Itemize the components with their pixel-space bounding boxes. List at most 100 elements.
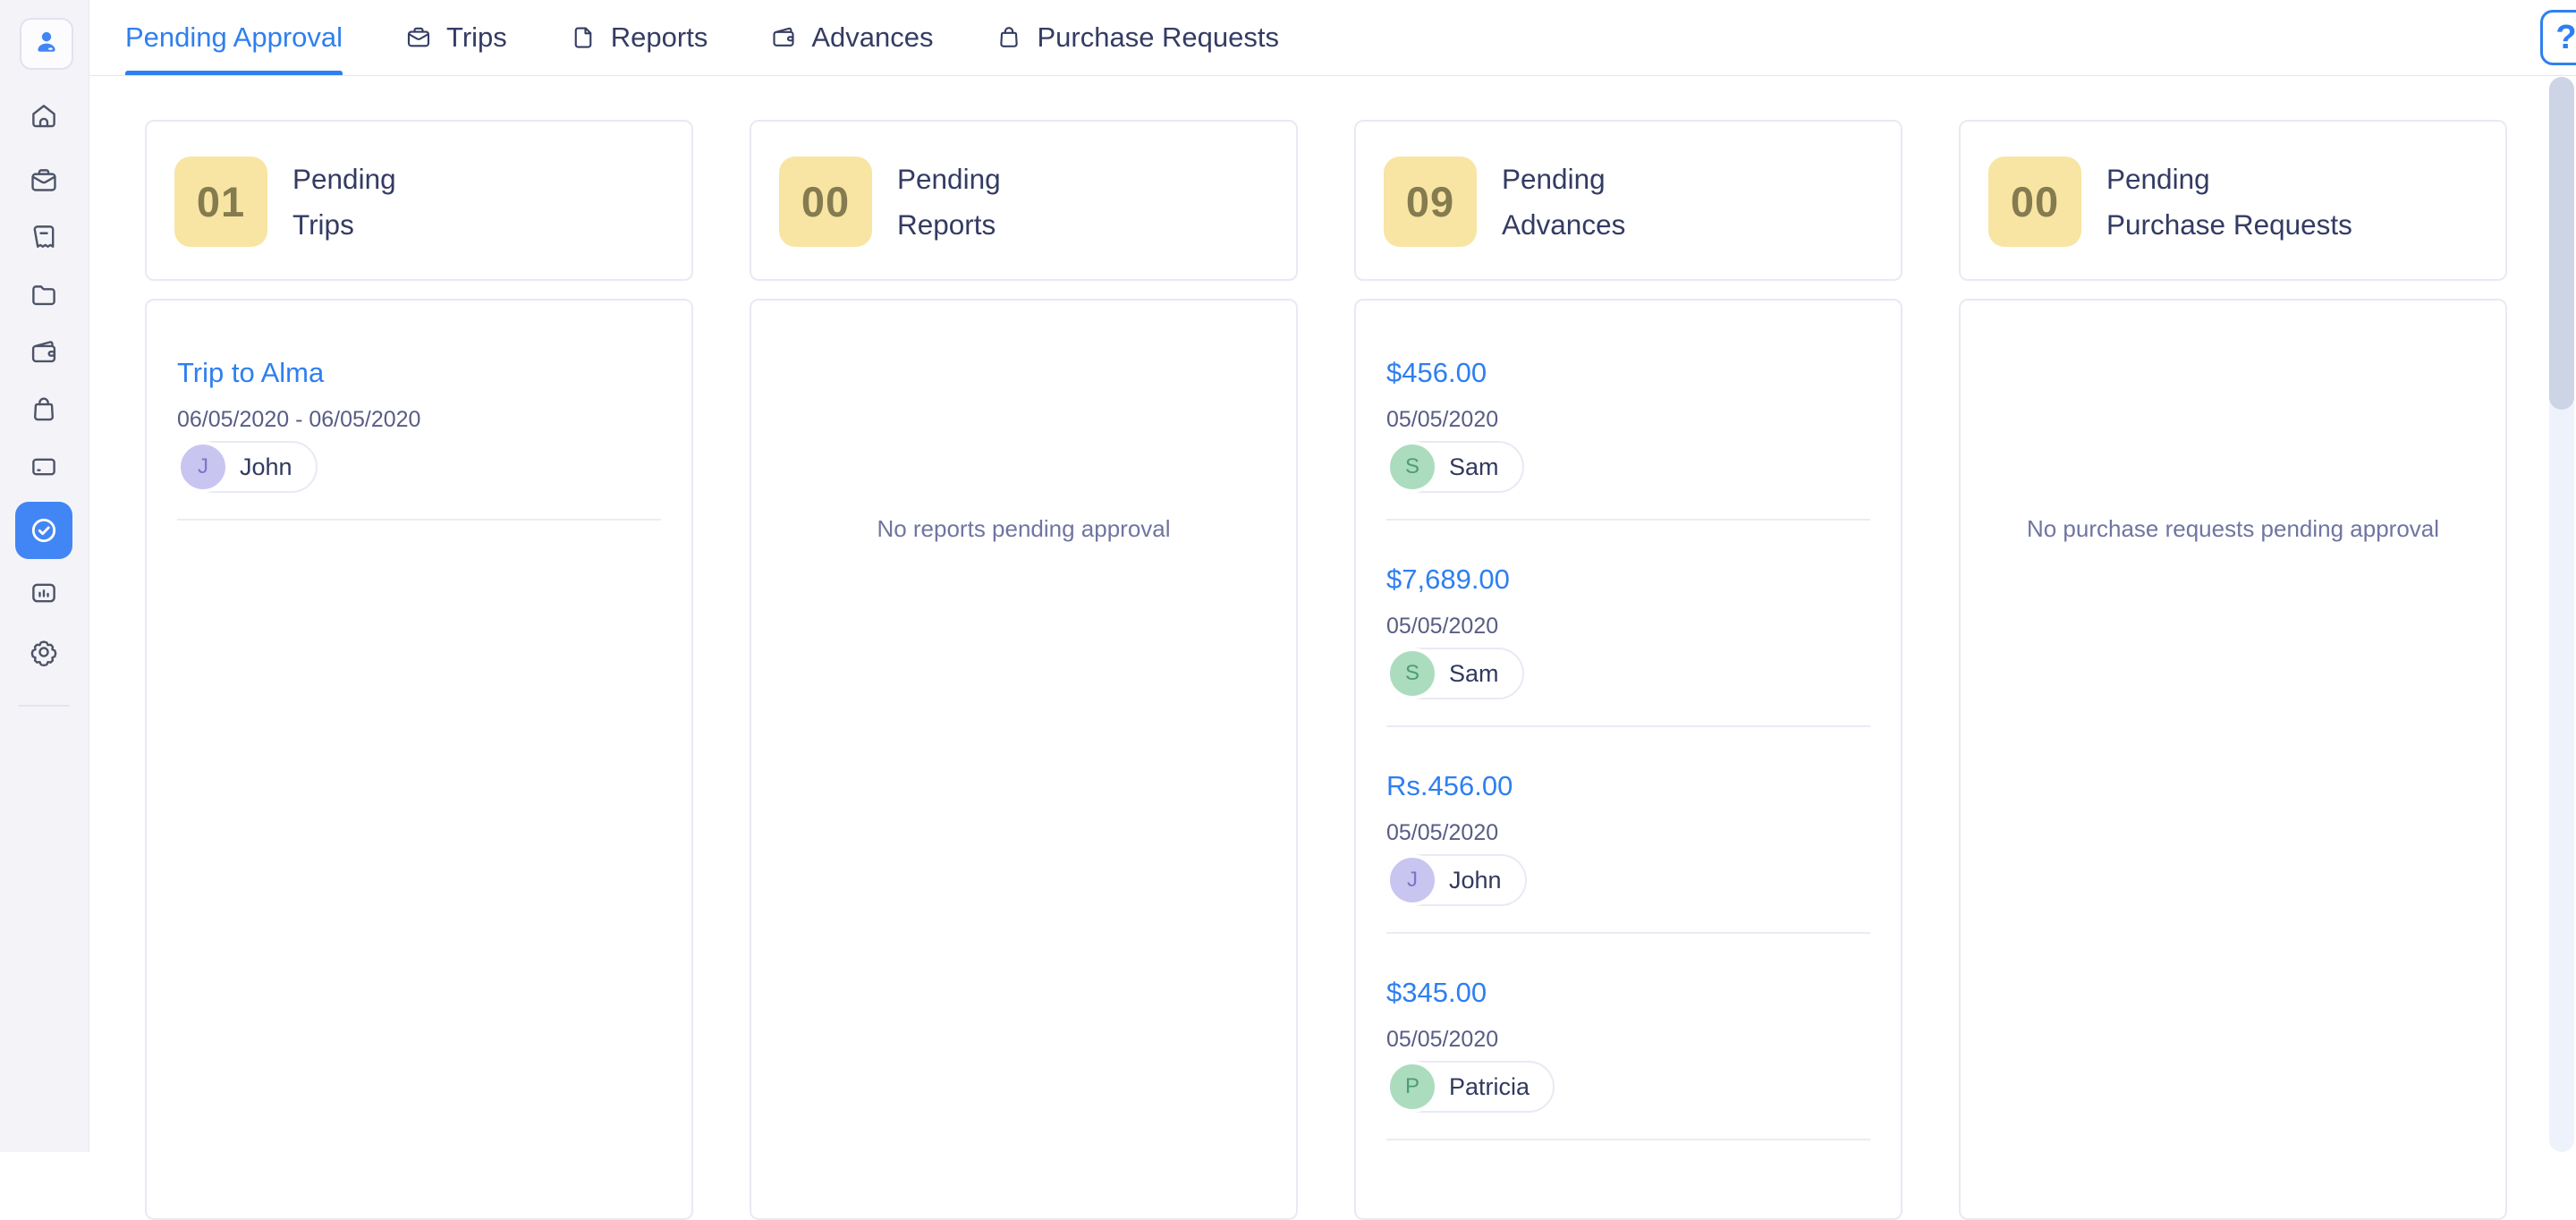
summary-card-advances[interactable]: 09 Pending Advances (1354, 120, 1902, 281)
summary-label-line1: Pending (2106, 163, 2210, 195)
summary-label-line2: Reports (897, 208, 996, 241)
help-button[interactable]: ? (2540, 10, 2576, 65)
help-label: ? (2555, 18, 2576, 56)
sidebar-item-analytics[interactable] (26, 575, 62, 611)
summary-label-line2: Trips (292, 208, 354, 241)
user-pill: S Sam (1386, 441, 1524, 493)
sidebar-item-home[interactable] (26, 98, 62, 134)
avatar: S (1386, 648, 1438, 699)
item-title-link[interactable]: Trip to Alma (177, 357, 325, 388)
approvals-board: 01 Pending Trips Trip to Alma 06/05/2020 - 0… (89, 77, 2576, 1220)
sidebar (0, 0, 89, 1152)
sidebar-item-settings[interactable] (26, 634, 62, 670)
summary-label: Pending Purchase Requests (2106, 157, 2352, 248)
vertical-scrollbar-track (2549, 77, 2574, 1152)
item-title-link[interactable]: $456.00 (1386, 357, 1487, 388)
list-card-advances: $456.00 05/05/2020 S Sam $7,689.00 05/05/2020… (1354, 299, 1902, 1220)
sidebar-divider (18, 705, 70, 707)
user-pill: J John (177, 441, 318, 493)
approval-item: Rs.456.00 05/05/2020 J John (1386, 727, 1870, 934)
sidebar-item-reports[interactable] (26, 277, 62, 313)
vertical-scrollbar-thumb[interactable] (2549, 77, 2574, 410)
user-pill: S Sam (1386, 648, 1524, 699)
list-card-reports: No reports pending approval (750, 299, 1298, 1220)
column-pending-purchase-requests: 00 Pending Purchase Requests No purchase re… (1959, 120, 2507, 1220)
item-title-link[interactable]: $7,689.00 (1386, 563, 1510, 595)
empty-state-text: No reports pending approval (877, 515, 1171, 542)
advances-icon (29, 337, 59, 368)
item-date: 05/05/2020 (1386, 1027, 1499, 1052)
tab-label: Purchase Requests (1037, 21, 1280, 53)
approval-item: Trip to Alma 06/05/2020 - 06/05/2020 J John (177, 314, 661, 521)
summary-label: Pending Trips (292, 157, 396, 248)
avatar: J (177, 441, 229, 493)
item-date: 06/05/2020 - 06/05/2020 (177, 407, 421, 432)
avatar: J (1386, 854, 1438, 906)
item-date: 05/05/2020 (1386, 820, 1499, 845)
summary-label: Pending Advances (1502, 157, 1625, 248)
tab-pending-approval[interactable]: Pending Approval (125, 0, 343, 75)
count-badge: 00 (1988, 157, 2081, 247)
summary-card-purchase-requests[interactable]: 00 Pending Purchase Requests (1959, 120, 2507, 281)
summary-label-line1: Pending (1502, 163, 1606, 195)
approval-item: $7,689.00 05/05/2020 S Sam (1386, 521, 1870, 727)
user-pill: J John (1386, 854, 1527, 906)
sidebar-item-expenses[interactable] (26, 219, 62, 255)
purchase-requests-icon (29, 394, 59, 425)
list-card-trips: Trip to Alma 06/05/2020 - 06/05/2020 J John (145, 299, 693, 1220)
avatar: S (1386, 441, 1438, 493)
tab-label: Pending Approval (125, 21, 343, 53)
home-icon (29, 101, 59, 131)
column-pending-advances: 09 Pending Advances $456.00 05/05/2020 S Sam $7… (1354, 120, 1902, 1220)
item-title-link[interactable]: $345.00 (1386, 977, 1487, 1008)
item-date: 05/05/2020 (1386, 614, 1499, 639)
purchase-requests-icon (996, 24, 1022, 51)
tab-purchase-requests[interactable]: Purchase Requests (996, 0, 1279, 75)
cards-icon (29, 452, 59, 482)
approval-item: $456.00 05/05/2020 S Sam (1386, 314, 1870, 521)
user-pill: P Patricia (1386, 1061, 1555, 1113)
expenses-icon (29, 222, 59, 252)
summary-label-line1: Pending (292, 163, 396, 195)
summary-label-line2: Purchase Requests (2106, 208, 2352, 241)
tab-label: Trips (446, 21, 507, 53)
tab-trips[interactable]: Trips (405, 0, 507, 75)
summary-card-reports[interactable]: 00 Pending Reports (750, 120, 1298, 281)
sidebar-item-purchase-requests[interactable] (26, 392, 62, 428)
tab-advances[interactable]: Advances (770, 0, 933, 75)
sidebar-item-trips[interactable] (26, 163, 62, 199)
user-name: Patricia (1449, 1072, 1530, 1100)
user-name: Sam (1449, 453, 1499, 480)
count-badge: 09 (1384, 157, 1477, 247)
user-name: John (240, 453, 292, 480)
tab-label: Advances (811, 21, 934, 53)
tab-bar: Pending Approval Trips Reports Advances Purc… (89, 0, 2576, 76)
summary-label-line1: Pending (897, 163, 1001, 195)
reports-icon (29, 280, 59, 310)
column-pending-trips: 01 Pending Trips Trip to Alma 06/05/2020 - 0… (145, 120, 693, 1220)
sidebar-item-advances[interactable] (26, 335, 62, 370)
empty-state-text: No purchase requests pending approval (2026, 515, 2440, 542)
item-date: 05/05/2020 (1386, 407, 1499, 432)
summary-card-trips[interactable]: 01 Pending Trips (145, 120, 693, 281)
advances-icon (770, 24, 797, 51)
approval-item: $345.00 05/05/2020 P Patricia (1386, 934, 1870, 1140)
analytics-icon (29, 578, 59, 608)
settings-icon (29, 637, 59, 667)
approvals-icon (28, 514, 60, 546)
avatar: P (1386, 1061, 1438, 1113)
active-tab-underline (125, 71, 343, 75)
sidebar-item-approvals[interactable] (15, 502, 72, 559)
summary-label-line2: Advances (1502, 208, 1626, 241)
tab-label: Reports (610, 21, 708, 53)
trips-icon (29, 165, 59, 196)
tab-reports[interactable]: Reports (570, 0, 708, 75)
column-pending-reports: 00 Pending Reports No reports pending appro… (750, 120, 1298, 1220)
sidebar-item-cards[interactable] (26, 449, 62, 485)
count-badge: 01 (174, 157, 267, 247)
user-name: Sam (1449, 659, 1499, 687)
list-card-purchase-requests: No purchase requests pending approval (1959, 299, 2507, 1220)
profile-button[interactable] (20, 18, 73, 70)
item-title-link[interactable]: Rs.456.00 (1386, 770, 1513, 801)
user-name: John (1449, 866, 1502, 894)
